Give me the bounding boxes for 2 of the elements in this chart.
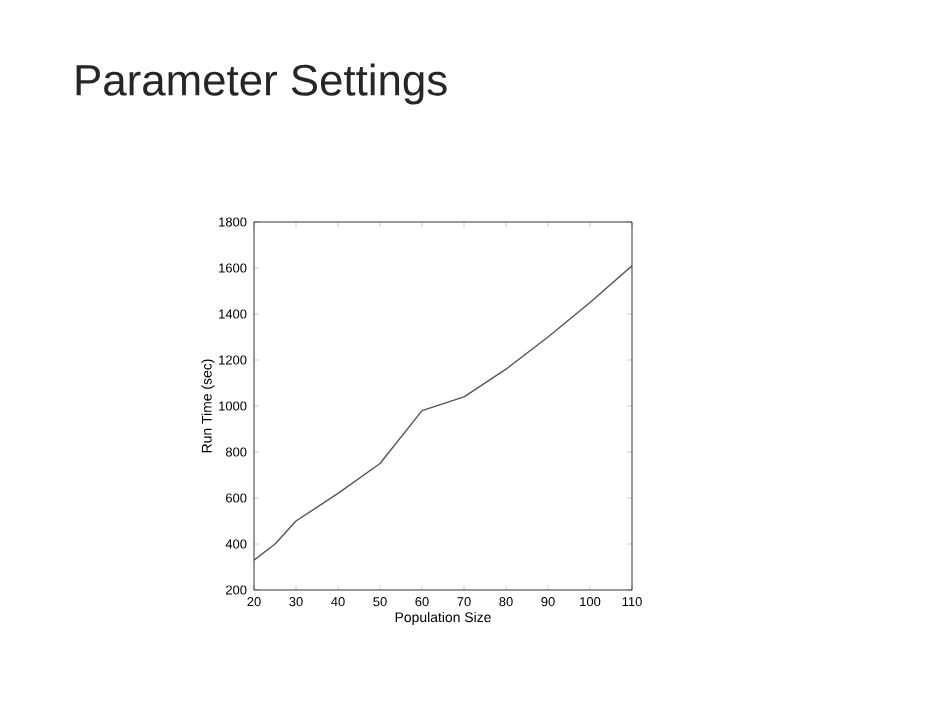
line-series <box>254 265 633 561</box>
chart-title: Parameter Settings <box>76 63 447 105</box>
